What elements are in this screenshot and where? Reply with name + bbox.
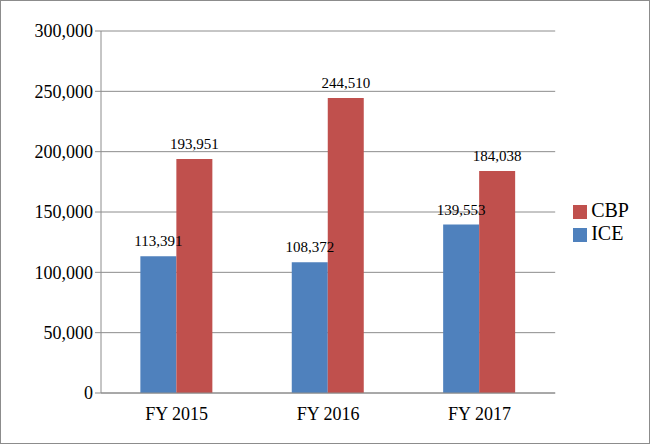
svg-text:FY 2016: FY 2016	[297, 404, 360, 424]
svg-text:FY 2017: FY 2017	[448, 404, 511, 424]
svg-text:193,951: 193,951	[170, 136, 219, 152]
svg-text:300,000: 300,000	[35, 21, 94, 41]
html-text:CBP: CBP	[591, 199, 629, 221]
svg-text:50,000: 50,000	[44, 323, 94, 343]
svg-text:184,038: 184,038	[473, 148, 522, 164]
svg-text:139,553: 139,553	[437, 202, 486, 218]
svg-text:200,000: 200,000	[35, 142, 94, 162]
svg-text:108,372: 108,372	[285, 239, 334, 255]
svg-text:100,000: 100,000	[35, 263, 94, 283]
svg-text:0: 0	[84, 383, 93, 403]
svg-text:244,510: 244,510	[321, 75, 370, 91]
svg-text:250,000: 250,000	[35, 82, 94, 102]
svg-text:150,000: 150,000	[35, 202, 94, 222]
svg-text:113,391: 113,391	[134, 233, 182, 249]
svg-text:FY 2015: FY 2015	[145, 404, 208, 424]
html-text:ICE: ICE	[591, 222, 624, 244]
